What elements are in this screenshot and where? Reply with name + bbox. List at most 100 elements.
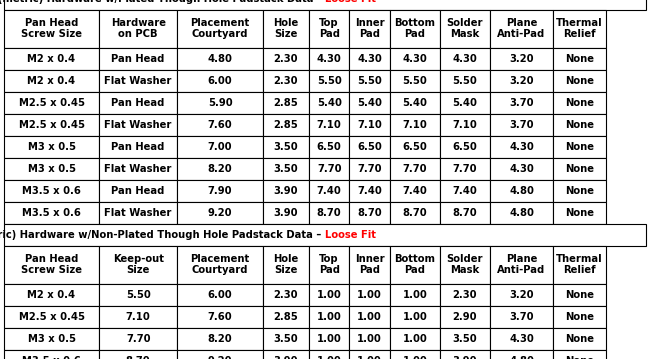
Text: 6.50: 6.50 [452, 141, 477, 151]
Text: 3.50: 3.50 [452, 334, 477, 344]
Bar [553, 70, 606, 92]
Bar [440, 180, 490, 201]
Bar [263, 327, 309, 350]
Text: 8.20: 8.20 [208, 163, 232, 173]
Bar [553, 135, 606, 158]
Bar [490, 113, 553, 135]
Bar [177, 201, 263, 224]
Bar [99, 92, 177, 113]
Text: 3.20: 3.20 [509, 53, 534, 64]
Bar [4, 327, 99, 350]
Bar [263, 201, 309, 224]
Bar [177, 327, 263, 350]
Bar [440, 9, 490, 47]
Bar [490, 201, 553, 224]
Bar [263, 284, 309, 306]
Text: Pan Head: Pan Head [112, 186, 165, 196]
Text: M2 x 0.4: M2 x 0.4 [27, 53, 75, 64]
Bar [553, 113, 606, 135]
Text: None: None [565, 53, 594, 64]
Bar [390, 70, 440, 92]
Bar [177, 306, 263, 327]
Bar [350, 70, 390, 92]
Text: 6.50: 6.50 [358, 141, 382, 151]
Text: 2.90: 2.90 [452, 312, 477, 322]
Text: Hardware
on PCB: Hardware on PCB [111, 18, 166, 39]
Text: 3.20: 3.20 [509, 75, 534, 85]
Text: Bottom
Pad: Bottom Pad [395, 18, 436, 39]
Text: 1.00: 1.00 [402, 312, 427, 322]
Text: 7.10: 7.10 [452, 120, 477, 130]
Text: Inner
Pad: Inner Pad [355, 18, 384, 39]
Text: 6.50: 6.50 [317, 141, 341, 151]
Text: Flat Washer: Flat Washer [105, 75, 172, 85]
Bar [4, 180, 99, 201]
Bar [309, 92, 350, 113]
Bar [350, 47, 390, 70]
Text: ISO (metric) Hardware w/Non-Plated Though Hole Padstack Data –: ISO (metric) Hardware w/Non-Plated Thoug… [0, 229, 325, 239]
Bar [263, 246, 309, 284]
Text: 3.90: 3.90 [274, 208, 298, 218]
Text: Loose Fit: Loose Fit [325, 229, 376, 239]
Text: None: None [565, 208, 594, 218]
Text: 7.40: 7.40 [402, 186, 427, 196]
Bar [4, 350, 99, 359]
Text: Flat Washer: Flat Washer [105, 208, 172, 218]
Text: M3 x 0.5: M3 x 0.5 [27, 141, 75, 151]
Bar [390, 47, 440, 70]
Text: 7.70: 7.70 [126, 334, 150, 344]
Text: M2.5 x 0.45: M2.5 x 0.45 [18, 98, 85, 107]
Bar [177, 246, 263, 284]
Text: 5.40: 5.40 [358, 98, 382, 107]
Bar [390, 350, 440, 359]
Bar [263, 113, 309, 135]
Bar [177, 180, 263, 201]
Text: 7.40: 7.40 [452, 186, 477, 196]
Bar [177, 70, 263, 92]
Bar [99, 135, 177, 158]
Bar [263, 180, 309, 201]
Text: M3 x 0.5: M3 x 0.5 [27, 163, 75, 173]
Bar [263, 135, 309, 158]
Text: 2.30: 2.30 [274, 289, 298, 299]
Bar [440, 246, 490, 284]
Text: Hole
Size: Hole Size [273, 254, 298, 275]
Bar [490, 180, 553, 201]
Bar [553, 180, 606, 201]
Text: 1.00: 1.00 [358, 334, 382, 344]
Text: None: None [565, 98, 594, 107]
Text: 1.00: 1.00 [317, 289, 341, 299]
Bar [440, 284, 490, 306]
Text: 3.90: 3.90 [274, 186, 298, 196]
Text: None: None [565, 163, 594, 173]
Text: 3.90: 3.90 [452, 355, 477, 359]
Bar [390, 135, 440, 158]
Text: 4.30: 4.30 [509, 334, 534, 344]
Bar [350, 306, 390, 327]
Text: 8.70: 8.70 [402, 208, 427, 218]
Text: 4.80: 4.80 [509, 186, 534, 196]
Text: 1.00: 1.00 [402, 355, 427, 359]
Bar [99, 350, 177, 359]
Bar [99, 306, 177, 327]
Bar [309, 135, 350, 158]
Bar [440, 158, 490, 180]
Text: 7.00: 7.00 [208, 141, 232, 151]
Bar [490, 306, 553, 327]
Text: None: None [565, 355, 594, 359]
Bar [263, 306, 309, 327]
Text: 4.30: 4.30 [509, 141, 534, 151]
Bar [390, 92, 440, 113]
Text: ISO (metric) Hardware w/Plated Though Hole Padstack Data –: ISO (metric) Hardware w/Plated Though Ho… [0, 0, 325, 4]
Text: 4.30: 4.30 [402, 53, 427, 64]
Text: Pan Head: Pan Head [112, 98, 165, 107]
Bar [490, 327, 553, 350]
Bar [390, 9, 440, 47]
Text: 6.00: 6.00 [208, 75, 232, 85]
Text: M2 x 0.4: M2 x 0.4 [27, 289, 75, 299]
Bar [440, 350, 490, 359]
Bar [350, 9, 390, 47]
Bar [309, 201, 350, 224]
Bar [263, 9, 309, 47]
Text: M3 x 0.5: M3 x 0.5 [27, 334, 75, 344]
